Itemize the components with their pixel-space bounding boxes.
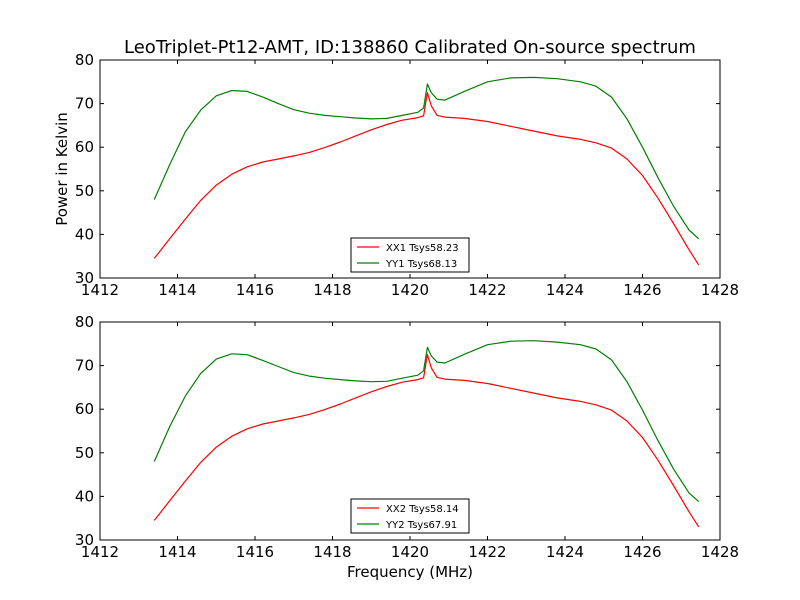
chart-2-y-tick-label: 50	[75, 444, 94, 462]
chart-1-plot-area: 1412 1414 1416 1418 1420 1422 1424 1426 1428 30 40…	[75, 51, 739, 299]
chart-2-plot-area: 1412 1414 1416 1418 1420 1422 1424 1426 1428 30 40…	[75, 313, 739, 561]
chart-1-x-tick-label: 1428	[701, 281, 739, 299]
chart-2-x-tick-label: 1414	[158, 543, 196, 561]
chart-2-xlabel: Frequency (MHz)	[347, 563, 473, 581]
chart-2-x-tick-label: 1428	[701, 543, 739, 561]
chart-2-y-tick-label: 70	[75, 357, 94, 375]
chart-1-y-tick-label: 50	[75, 182, 94, 200]
chart-1-series-2-line	[153, 76, 700, 240]
chart-2-x-tick-label: 1426	[623, 543, 661, 561]
chart-2-series-2-line	[153, 340, 700, 503]
chart-2-legend-label-2: YY2 Tsys67.91	[385, 520, 457, 531]
chart-2-y-tick-label: 30	[75, 531, 94, 549]
chart-1-x-tick-label: 1424	[546, 281, 584, 299]
chart-1-y-tick-label: 30	[75, 269, 94, 287]
chart-1-y-tick-label: 80	[75, 51, 94, 69]
chart-1-legend: XX1 Tsys58.23 YY1 Tsys68.13	[350, 237, 470, 273]
chart-2-x-tick-label: 1420	[391, 543, 429, 561]
chart-1-series-1-line	[153, 92, 700, 266]
chart-2-legend: XX2 Tsys58.14 YY2 Tsys67.91	[350, 498, 470, 534]
chart-2: Frequency (MHz) 1412 1414 1416 1418 1420 1422…	[75, 313, 739, 581]
chart-2-x-tick-label: 1418	[313, 543, 351, 561]
chart-1-x-tick-label: 1414	[158, 281, 196, 299]
chart-2-legend-box	[350, 498, 470, 534]
chart-2-legend-label-1: XX2 Tsys58.14	[386, 504, 459, 515]
chart-1-x-tick-label: 1418	[313, 281, 351, 299]
chart-1-title: LeoTriplet-Pt12-AMT, ID:138860 Calibrate…	[124, 37, 696, 58]
chart-2-y-tick-label: 60	[75, 400, 94, 418]
chart-2-y-tick-label: 80	[75, 313, 94, 331]
chart-1-x-tick-label: 1426	[623, 281, 661, 299]
chart-1-ylabel: Power in Kelvin	[53, 112, 71, 226]
chart-1-y-tick-label: 60	[75, 138, 94, 156]
chart-2-x-tick-label: 1424	[546, 543, 584, 561]
chart-2-y-tick-label: 40	[75, 487, 94, 505]
chart-1-legend-box	[350, 237, 470, 273]
chart-2-x-tick-label: 1416	[236, 543, 274, 561]
chart-1: LeoTriplet-Pt12-AMT, ID:138860 Calibrate…	[53, 37, 739, 299]
chart-1-y-tick-label: 40	[75, 225, 94, 243]
chart-1-x-tick-label: 1420	[391, 281, 429, 299]
chart-1-x-tick-label: 1416	[236, 281, 274, 299]
chart-2-x-tick-label: 1422	[468, 543, 506, 561]
chart-2-series-1-line	[153, 354, 700, 528]
chart-1-legend-label-2: YY1 Tsys68.13	[385, 259, 457, 270]
chart-2-x-tick-label: 1412	[81, 543, 119, 561]
chart-1-x-tick-label: 1422	[468, 281, 506, 299]
chart-1-legend-label-1: XX1 Tsys58.23	[386, 243, 459, 254]
chart-1-x-tick-label: 1412	[81, 281, 119, 299]
chart-1-y-tick-label: 70	[75, 95, 94, 113]
